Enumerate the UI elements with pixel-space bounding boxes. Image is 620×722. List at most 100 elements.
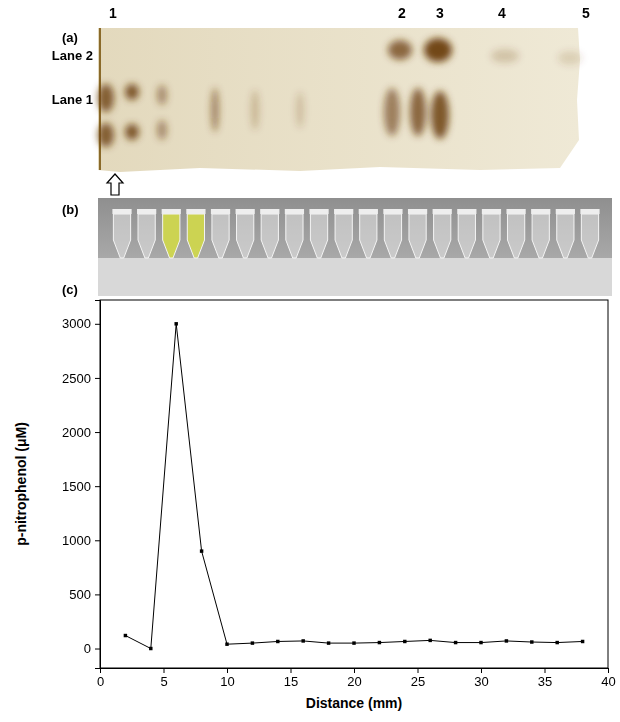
tube xyxy=(409,214,426,258)
gel-band xyxy=(384,88,400,136)
tube-cap xyxy=(556,209,575,214)
tube-cap xyxy=(433,209,452,214)
tick-mark xyxy=(481,668,482,673)
gel-band xyxy=(424,38,452,62)
data-point xyxy=(200,549,203,552)
data-point xyxy=(581,640,584,643)
tube-cap xyxy=(531,209,550,214)
tube-cap xyxy=(285,209,304,214)
axis-line xyxy=(95,301,101,669)
tick: 15 xyxy=(284,668,298,689)
gel-band xyxy=(125,84,139,100)
tube-cap xyxy=(334,209,353,214)
gel-panel: 1 2 3 4 5 (a) Lane 2 Lane 1 xyxy=(52,5,590,195)
axis-line xyxy=(101,669,609,674)
plot-area xyxy=(124,322,585,650)
tick: 0 xyxy=(84,641,100,656)
gel-band xyxy=(388,40,412,60)
data-point xyxy=(251,641,254,644)
tick: 10 xyxy=(220,668,234,689)
tube-cap xyxy=(482,209,501,214)
tube xyxy=(335,214,352,258)
tick-label: 10 xyxy=(220,674,234,689)
lane-label: Lane 2 xyxy=(52,48,93,63)
plot-frame xyxy=(100,300,608,668)
tube-cap xyxy=(186,209,205,214)
tube-cap xyxy=(236,209,255,214)
tick: 5 xyxy=(160,668,167,689)
tick-label: 500 xyxy=(69,587,91,602)
tube-cap xyxy=(408,209,427,214)
tubes-photo xyxy=(98,198,612,296)
tube xyxy=(286,214,303,258)
tick-mark xyxy=(608,668,609,673)
tick: 25 xyxy=(411,668,425,689)
tube xyxy=(163,214,180,258)
tick-label: 40 xyxy=(601,674,615,689)
tick-label: 25 xyxy=(411,674,425,689)
tick-mark xyxy=(227,668,228,673)
tube-cap xyxy=(580,209,599,214)
data-point xyxy=(505,639,508,642)
tick-mark xyxy=(418,668,419,673)
tube xyxy=(310,214,327,258)
tick: 35 xyxy=(538,668,552,689)
gel-band xyxy=(558,51,582,65)
tick-label: 20 xyxy=(347,674,361,689)
tick-mark xyxy=(95,324,100,325)
data-point xyxy=(225,642,228,645)
data-point xyxy=(403,640,406,643)
band-label: 5 xyxy=(582,5,590,21)
gel-band xyxy=(98,123,114,147)
tick-mark xyxy=(291,668,292,673)
tube xyxy=(187,214,204,258)
tick-mark xyxy=(545,668,546,673)
gel-band xyxy=(125,124,139,140)
data-point xyxy=(555,641,558,644)
tube xyxy=(458,214,475,258)
gel-band xyxy=(157,85,167,105)
tube xyxy=(261,214,278,258)
tick: 40 xyxy=(601,668,615,689)
tube-cap xyxy=(457,209,476,214)
data-point xyxy=(428,639,431,642)
band-label: 3 xyxy=(436,5,444,21)
tubes xyxy=(112,209,599,258)
band-label: 1 xyxy=(109,5,117,21)
tube xyxy=(237,214,254,258)
tick-label: 3000 xyxy=(62,316,91,331)
tube-cap xyxy=(359,209,378,214)
band-label: 2 xyxy=(398,5,406,21)
tube-rack xyxy=(98,258,612,296)
tube-cap xyxy=(137,209,156,214)
tick-mark xyxy=(95,486,100,487)
tube xyxy=(138,214,155,258)
lane-label: Lane 1 xyxy=(52,92,93,107)
tick: 1000 xyxy=(62,533,100,548)
gel-background xyxy=(98,28,580,172)
data-point xyxy=(149,647,152,650)
panel-label: (a) xyxy=(62,30,78,45)
data-point xyxy=(327,641,330,644)
tick-label: 1500 xyxy=(62,479,91,494)
data-point xyxy=(530,640,533,643)
gel-band xyxy=(211,88,219,132)
tick-label: 30 xyxy=(474,674,488,689)
tick-label: 2500 xyxy=(62,371,91,386)
gel-band xyxy=(296,92,304,128)
band-label: 4 xyxy=(498,5,506,21)
tube xyxy=(532,214,549,258)
tube xyxy=(507,214,524,258)
gel-band xyxy=(431,91,449,139)
tick: 2000 xyxy=(62,425,100,440)
tubes-panel: (b) xyxy=(62,198,612,296)
tick-mark xyxy=(95,378,100,379)
figure: 12345(a)Lane 2Lane 1(b)05101520253035400… xyxy=(0,0,620,722)
tube xyxy=(483,214,500,258)
data-line xyxy=(125,324,582,649)
gel-band xyxy=(98,84,114,112)
tick-label: 35 xyxy=(538,674,552,689)
arrow xyxy=(107,174,123,195)
tick-mark xyxy=(95,432,100,433)
tube xyxy=(113,214,130,258)
